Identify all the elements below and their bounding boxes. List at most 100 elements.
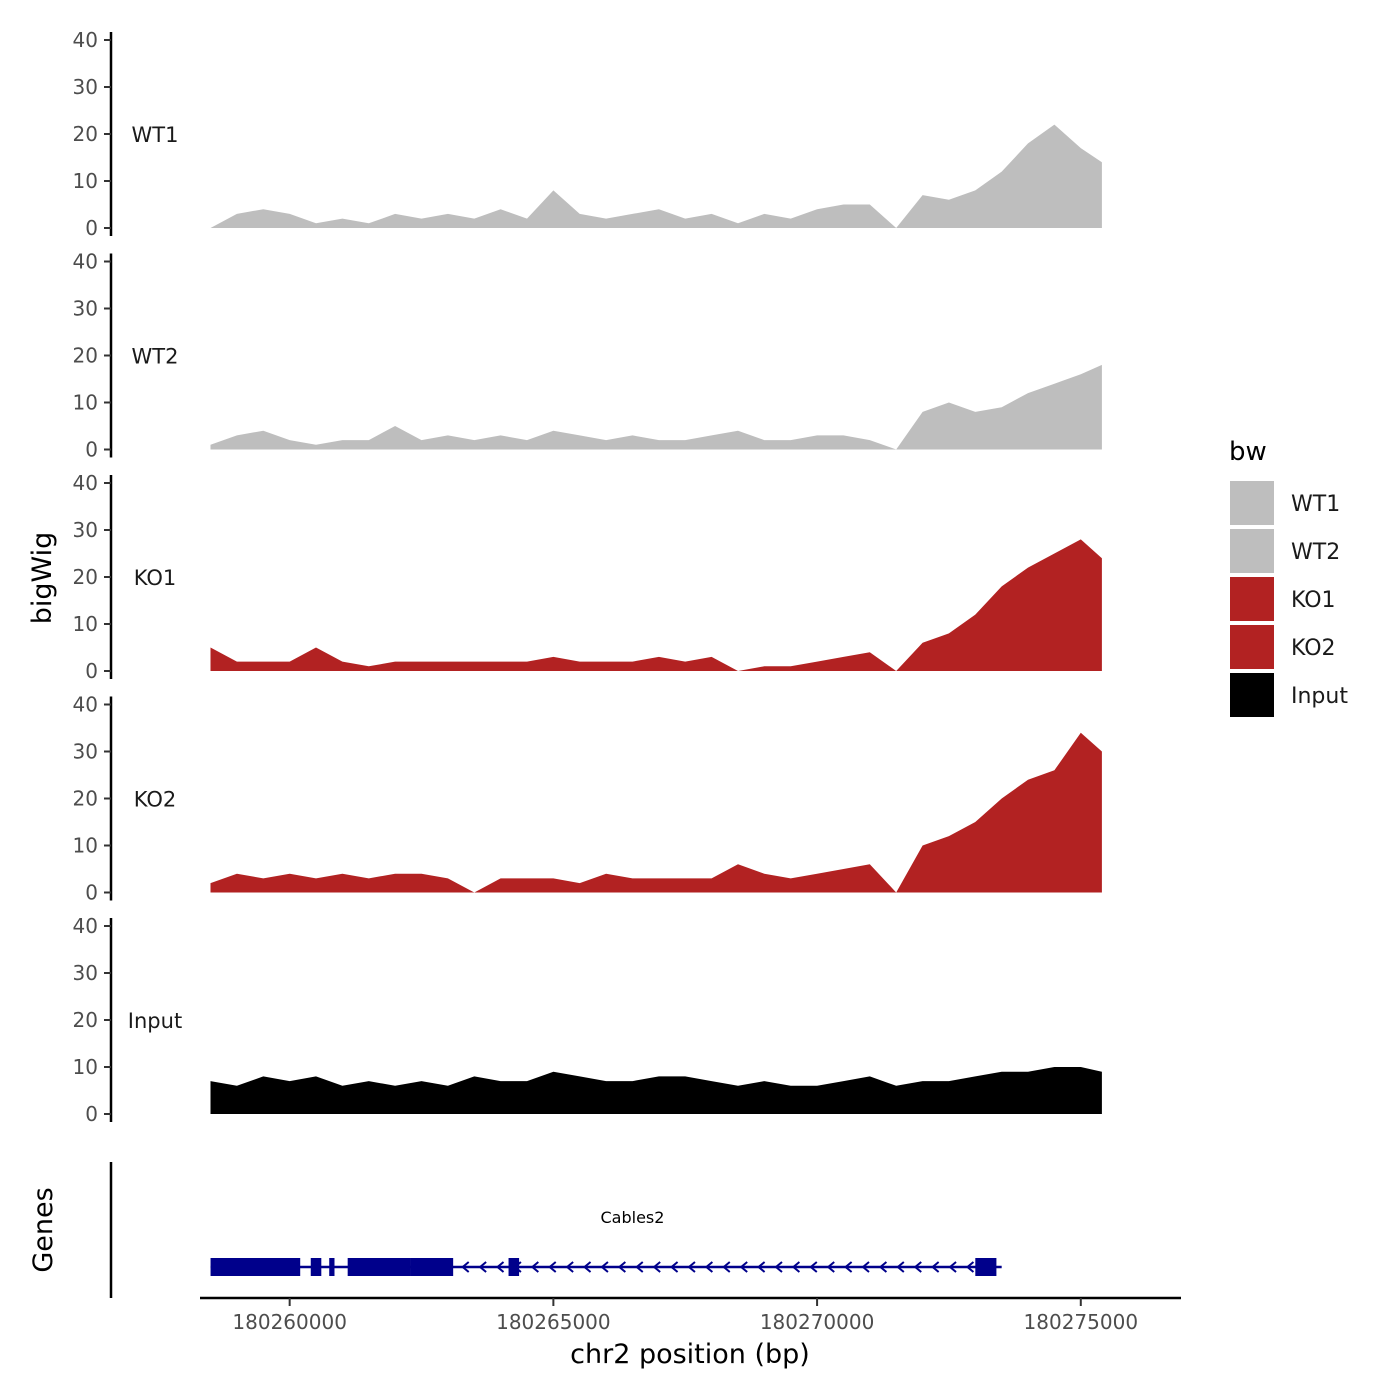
y-tick-label: 20 (73, 565, 98, 589)
y-tick-label: 10 (73, 1055, 98, 1079)
track-label: Input (128, 1009, 182, 1033)
signal-area-input (210, 1067, 1102, 1114)
signal-area-wt1 (210, 124, 1102, 228)
strand-arrow (704, 1261, 714, 1273)
legend-title: bw (1229, 437, 1267, 467)
strand-arrow (948, 1261, 957, 1273)
gene-exon (210, 1258, 301, 1276)
y-tick-label: 0 (85, 438, 98, 462)
gene-model (210, 1258, 1002, 1276)
strand-arrow (774, 1261, 783, 1273)
track-label: KO1 (134, 566, 177, 590)
gene-exon (508, 1258, 520, 1276)
signal-area-ko2 (210, 732, 1102, 893)
strand-arrow (548, 1261, 557, 1273)
strand-arrow (478, 1261, 487, 1273)
strand-arrow (617, 1261, 626, 1273)
strand-arrow (530, 1261, 539, 1273)
track-ko1: 0 10 20 30 40 KO1 (73, 471, 1102, 683)
legend-label: KO2 (1291, 636, 1336, 661)
gene-exon (975, 1258, 997, 1276)
track-wt2: 0 10 20 30 40 WT2 (73, 250, 1102, 462)
x-tick-label: 180260000 (232, 1310, 347, 1334)
gene-name-label: Cables2 (601, 1208, 665, 1227)
strand-arrow (722, 1261, 731, 1273)
strand-arrow (687, 1261, 696, 1273)
strand-arrow (913, 1261, 922, 1273)
y-tick-label: 10 (73, 612, 98, 636)
strand-arrow (809, 1261, 818, 1273)
strand-arrow (582, 1261, 592, 1273)
y-tick-label: 10 (73, 834, 98, 858)
track-wt1: 0 10 20 30 40 WT1 (73, 28, 1102, 240)
track-label: KO2 (134, 788, 177, 812)
y-tick-label: 0 (85, 216, 98, 240)
y-tick-label: 40 (73, 28, 98, 52)
gene-exon (310, 1258, 322, 1276)
track-label: WT2 (132, 345, 179, 369)
gene-track: Cables2 (109, 1162, 1002, 1298)
strand-arrow (757, 1261, 766, 1273)
strand-arrow (861, 1261, 870, 1273)
signal-area-ko1 (210, 539, 1102, 671)
strand-arrow (826, 1261, 835, 1273)
y-tick-label: 10 (73, 169, 98, 193)
y-tick-label: 40 (73, 250, 98, 274)
strand-arrow (896, 1261, 905, 1273)
legend-swatch-input (1230, 673, 1274, 717)
gene-exon (410, 1258, 454, 1276)
y-tick-label: 20 (73, 787, 98, 811)
strand-arrow (652, 1261, 661, 1273)
x-axis-title: chr2 position (bp) (570, 1339, 810, 1370)
track-ko2: 0 10 20 30 40 KO2 (73, 693, 1102, 905)
y-tick-label: 30 (73, 297, 98, 321)
signal-area-wt2 (210, 364, 1102, 450)
legend: bw WT1 WT2 KO1 KO2 Input (1229, 437, 1348, 717)
y-axis-title: bigWig (27, 532, 58, 625)
track-label: WT1 (132, 123, 179, 147)
track-input: 0 10 20 30 40 Input (73, 914, 1102, 1126)
gene-exon (347, 1258, 411, 1276)
y-tick-label: 30 (73, 75, 98, 99)
legend-swatch-ko2 (1230, 625, 1274, 669)
legend-label: WT2 (1291, 540, 1340, 565)
y-tick-label: 40 (73, 914, 98, 938)
y-tick-label: 20 (73, 344, 98, 368)
y-tick-label: 20 (73, 1008, 98, 1032)
signal-tracks: 0 10 20 30 40 WT1 0 10 20 30 40 WT2 0 10 20 30 40 KO1 0 10 2… (73, 28, 1102, 1126)
strand-arrow (739, 1261, 748, 1273)
strand-arrow (461, 1261, 470, 1273)
strand-arrow (670, 1261, 679, 1273)
y-tick-label: 0 (85, 659, 98, 683)
legend-swatch-ko1 (1230, 577, 1274, 621)
legend-label: WT1 (1291, 492, 1340, 517)
gene-exon (329, 1258, 335, 1276)
x-tick-label: 180270000 (760, 1310, 875, 1334)
y-tick-label: 20 (73, 122, 98, 146)
strand-arrow (844, 1261, 853, 1273)
y-tick-label: 10 (73, 391, 98, 415)
legend-label: KO1 (1291, 588, 1336, 613)
x-tick-label: 180275000 (1024, 1310, 1139, 1334)
y-tick-label: 30 (73, 518, 98, 542)
y-tick-label: 40 (73, 471, 98, 495)
y-tick-label: 30 (73, 740, 98, 764)
strand-arrow (878, 1261, 888, 1273)
y-tick-label: 30 (73, 961, 98, 985)
strand-arrow (931, 1261, 940, 1273)
legend-swatch-wt1 (1230, 481, 1274, 525)
strand-arrow (600, 1261, 609, 1273)
y-tick-label: 40 (73, 693, 98, 717)
genes-axis-title: Genes (28, 1187, 59, 1272)
y-tick-label: 0 (85, 1102, 98, 1126)
legend-label: Input (1291, 684, 1348, 709)
x-axis: 180260000 180265000 180270000 180275000 (200, 1296, 1181, 1334)
legend-swatch-wt2 (1230, 529, 1274, 573)
strand-arrow (965, 1261, 975, 1273)
strand-arrow (791, 1261, 801, 1273)
y-tick-label: 0 (85, 881, 98, 905)
strand-arrow (495, 1261, 505, 1273)
x-tick-label: 180265000 (496, 1310, 611, 1334)
strand-arrow (635, 1261, 644, 1273)
